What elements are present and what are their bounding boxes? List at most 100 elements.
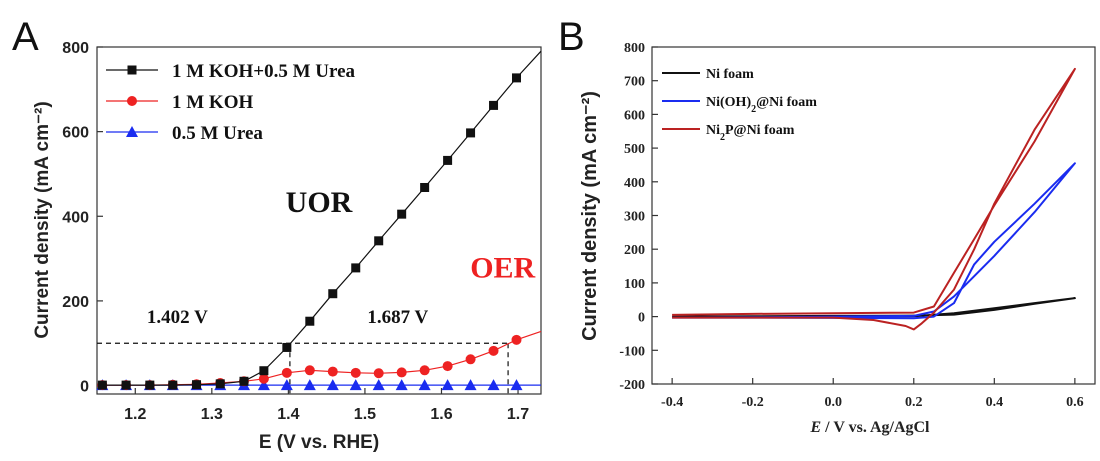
panel-b-y-tick-label: -200 [619,378,645,393]
panel-a-y-tick-label: 200 [62,294,89,311]
panel-a-series [97,330,542,391]
data-point-square [259,366,269,376]
legend-label-ni-foam: Ni foam [706,67,754,82]
panel-b-x-tick-label: -0.4 [661,395,683,410]
data-point-square [192,380,202,390]
panel-a-y-tick-label: 0 [80,379,89,396]
data-point-square [282,342,292,352]
panel-b-y-tick-label: 600 [624,108,645,123]
annotation-oer: OER [470,252,535,285]
panel-a-x-tick-label: 1.6 [430,406,452,423]
panel-b-x-tick-label: -0.2 [742,395,764,410]
data-point-triangle [418,379,431,391]
annotation-onset-oer: 1.687 V [367,307,428,328]
panel-b-x-tick-label: 0.0 [824,395,842,410]
data-point-triangle [257,379,270,391]
data-point-circle [281,367,292,378]
data-point-triangle [464,379,477,391]
data-point-triangle [487,379,500,391]
data-point-square [420,182,430,192]
legend-marker-koh [127,96,137,106]
legend-label-urea: 0.5 M Urea [172,123,263,144]
data-point-circle [419,365,430,376]
legend-label-koh-urea: 1 M KOH+0.5 M Urea [172,61,356,82]
panel-a-x-tick-label: 1.7 [507,406,529,423]
data-point-triangle [303,379,316,391]
data-point-circle [488,345,499,356]
panel-a-y-tick-label: 800 [62,40,89,57]
panel-a-x-tick-label: 1.2 [124,406,146,423]
data-point-square [168,380,178,390]
panel-b-y-tick-label: 200 [624,243,645,258]
panel-b-x-tick-label: 0.2 [905,395,923,410]
data-point-triangle [372,379,385,391]
data-point-triangle [280,379,293,391]
panel-a-plot-frame [96,46,542,395]
data-point-square [466,128,476,138]
panel-b-x-tick-label: 0.4 [986,395,1004,410]
data-point-square [328,289,338,299]
data-point-triangle [326,379,339,391]
legend-label-koh: 1 M KOH [172,92,253,113]
panel-b-series-line [672,67,1076,331]
panel-a: A 1.2 1.3 1.4 1.5 1.6 1.7 0 200 400 600 800 1 M K… [12,15,542,453]
panel-b-y-tick-label: 0 [638,311,645,326]
panel-b-label: B [558,15,585,59]
data-point-circle [258,373,269,384]
annotation-onset-uor: 1.402 V [147,307,208,328]
data-point-square [351,263,361,273]
panel-b-series-line [672,162,1076,320]
panel-a-y-tick-label: 600 [62,125,89,142]
panel-b-y-tick-label: 300 [624,210,645,225]
panel-b-y-tick-label: 700 [624,75,645,90]
legend-marker-urea [126,126,138,137]
data-point-square [121,380,131,390]
panel-b-y-axis-label: Current density (mA cm⁻²) [579,91,601,341]
data-point-circle [442,361,453,372]
panel-b-y-tick-label: -100 [619,344,645,359]
data-point-square [512,73,522,83]
data-point-square [97,380,107,390]
panel-a-x-tick-label: 1.5 [354,406,376,423]
panel-a-series [97,50,542,390]
panel-a-y-axis-label: Current density (mA cm⁻²) [32,101,53,338]
data-point-square [489,100,499,110]
panel-b-y-tick-label: 400 [624,176,645,191]
panel-b-x-tick-label: 0.6 [1066,395,1084,410]
data-point-square [145,380,155,390]
data-point-triangle [395,379,408,391]
data-point-triangle [510,379,523,391]
panel-b-x-axis-label: E / V vs. Ag/AgCl [810,419,931,436]
panel-a-x-axis-label: E (V vs. RHE) [259,432,379,453]
data-point-square [374,236,384,246]
data-point-circle [304,365,315,376]
panel-a-x-tick-label: 1.3 [201,406,223,423]
data-point-circle [511,334,522,345]
data-point-square [239,376,249,386]
data-point-square [397,209,407,219]
panel-a-legend: 1 M KOH+0.5 M Urea 1 M KOH 0.5 M Urea [106,61,356,144]
data-point-circle [350,367,361,378]
panel-a-x-tick-label: 1.4 [277,406,299,423]
data-point-square [215,379,225,389]
panel-b-y-tick-label: 100 [624,277,645,292]
data-point-triangle [349,379,362,391]
data-point-circle [465,354,476,365]
legend-label-nioh2: Ni(OH)2@Ni foam [706,95,817,115]
panel-a-y-tick-label: 400 [62,209,89,226]
panel-b: B -0.4 -0.2 0.0 0.2 0.4 0.6 -200 -100 0 100 200 30… [558,15,1096,436]
data-point-circle [327,366,338,377]
annotation-uor: UOR [286,186,353,219]
data-point-circle [373,368,384,379]
data-point-circle [396,367,407,378]
panel-b-y-tick-label: 800 [624,41,645,56]
panel-b-legend: Ni foam Ni(OH)2@Ni foam Ni2P@Ni foam [662,67,817,143]
data-point-square [305,316,315,326]
legend-marker-koh-urea [127,65,137,75]
legend-label-ni2p: Ni2P@Ni foam [706,123,795,143]
data-point-triangle [441,379,454,391]
panel-a-label: A [12,15,39,59]
data-point-square [443,155,453,165]
panel-b-y-tick-label: 500 [624,142,645,157]
